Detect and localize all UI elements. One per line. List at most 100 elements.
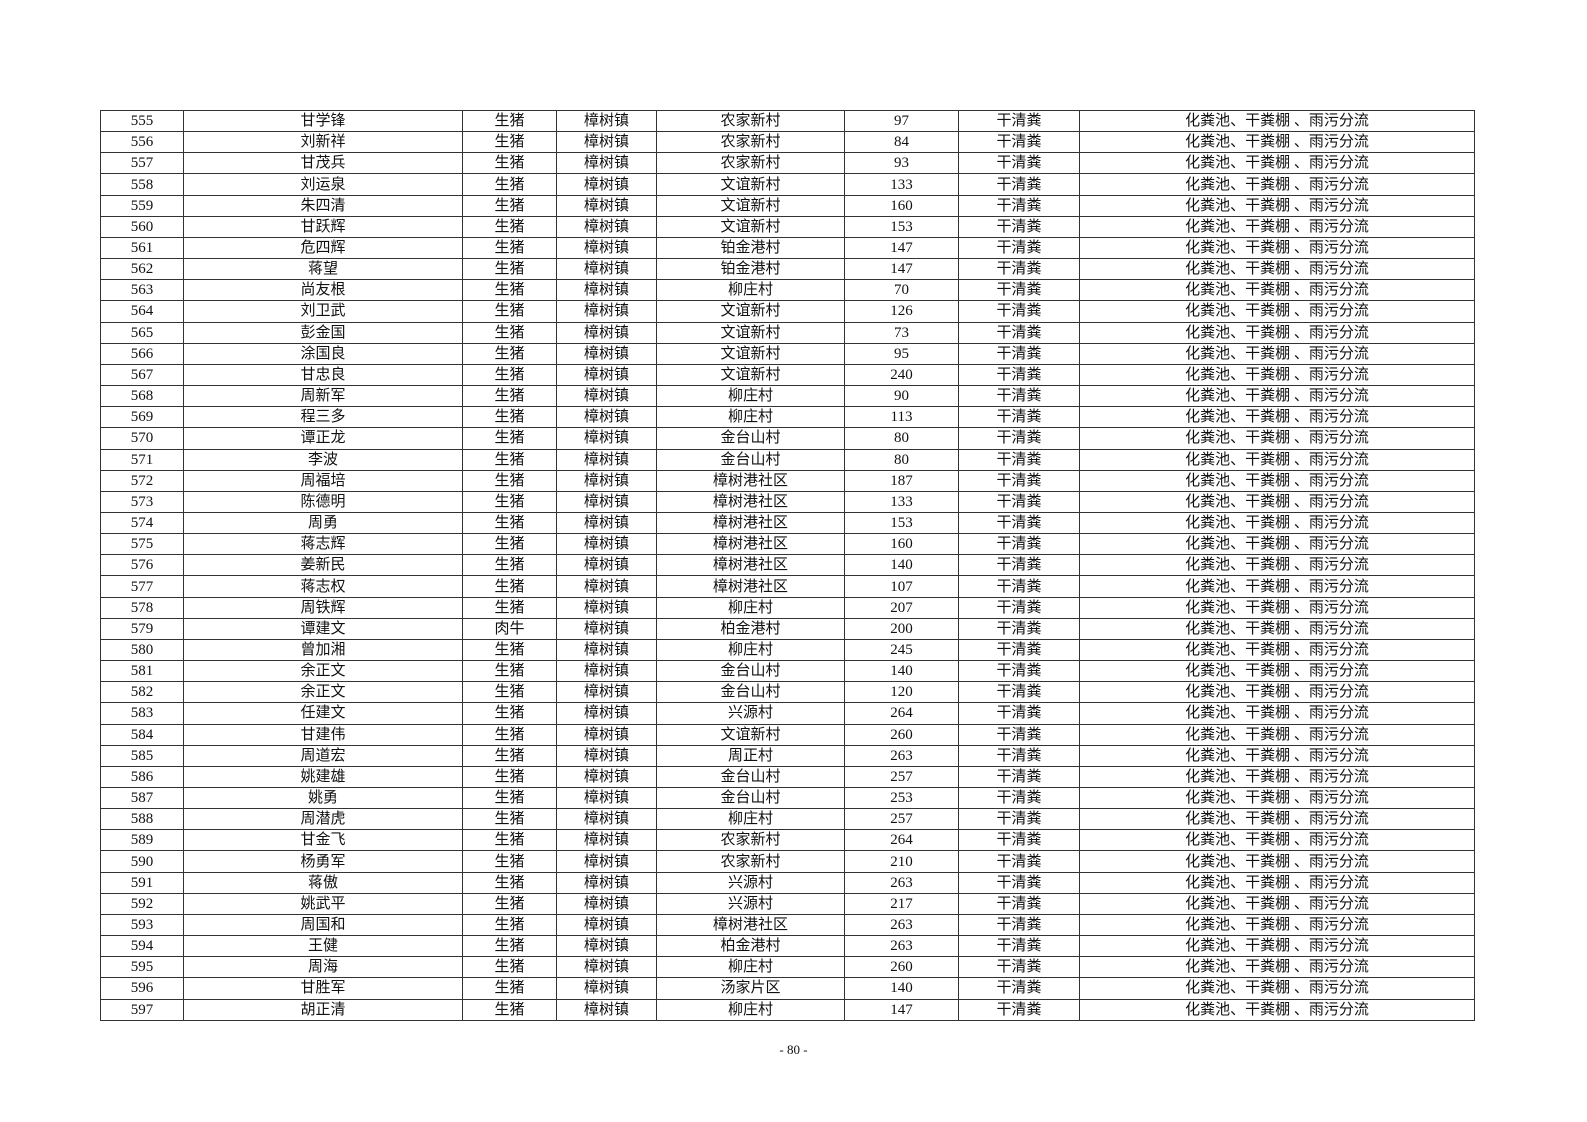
farmer-name-cell: 曾加湘 (183, 638, 463, 662)
table-row: 575 蒋志辉 生猪 樟树镇 樟树港社区 160 干清粪 化粪池、干粪棚 、雨污分流 (100, 533, 1475, 556)
row-number-cell: 571 (100, 448, 184, 471)
treatment-facilities-cell: 化粪池、干粪棚 、雨污分流 (1079, 511, 1475, 535)
head-count-cell: 245 (844, 638, 959, 662)
table-row: 583 任建文 生猪 樟树镇 兴源村 264 干清粪 化粪池、干粪棚 、雨污分流 (100, 702, 1475, 725)
manure-method-cell: 干清粪 (958, 533, 1080, 556)
row-number-cell: 594 (100, 935, 184, 958)
livestock-type-cell: 生猪 (462, 342, 557, 365)
table-row: 560 甘跃辉 生猪 樟树镇 文谊新村 153 干清粪 化粪池、干粪棚 、雨污分流 (100, 215, 1475, 238)
head-count-cell: 264 (844, 829, 959, 852)
table-row: 594 王健 生猪 樟树镇 柏金港村 263 干清粪 化粪池、干粪棚 、雨污分流 (100, 935, 1475, 958)
village-cell: 樟树港社区 (656, 913, 845, 937)
head-count-cell: 260 (844, 956, 959, 979)
town-cell: 樟树镇 (556, 342, 657, 365)
table-row: 570 谭正龙 生猪 樟树镇 金台山村 80 干清粪 化粪池、干粪棚 、雨污分流 (100, 427, 1475, 450)
livestock-type-cell: 生猪 (462, 385, 557, 408)
village-cell: 樟树港社区 (656, 469, 845, 492)
treatment-facilities-cell: 化粪池、干粪棚 、雨污分流 (1079, 215, 1475, 238)
livestock-type-cell: 生猪 (462, 448, 557, 471)
row-number-cell: 582 (100, 681, 184, 704)
town-cell: 樟树镇 (556, 363, 657, 387)
farmer-name-cell: 李波 (183, 448, 463, 471)
manure-method-cell: 干清粪 (958, 808, 1080, 831)
row-number-cell: 595 (100, 956, 184, 979)
table-row: 586 姚建雄 生猪 樟树镇 金台山村 257 干清粪 化粪池、干粪棚 、雨污分流 (100, 765, 1475, 789)
livestock-type-cell: 生猪 (462, 236, 557, 260)
livestock-type-cell: 生猪 (462, 215, 557, 238)
livestock-type-cell: 生猪 (462, 808, 557, 831)
town-cell: 樟树镇 (556, 215, 657, 238)
farmer-name-cell: 姜新民 (183, 554, 463, 577)
town-cell: 樟树镇 (556, 448, 657, 471)
manure-method-cell: 干清粪 (958, 131, 1080, 154)
town-cell: 樟树镇 (556, 511, 657, 535)
livestock-type-cell: 生猪 (462, 702, 557, 725)
table-row: 565 彭金国 生猪 樟树镇 文谊新村 73 干清粪 化粪池、干粪棚 、雨污分流 (100, 321, 1475, 344)
farmer-name-cell: 刘卫武 (183, 300, 463, 323)
town-cell: 樟树镇 (556, 596, 657, 619)
manure-method-cell: 干清粪 (958, 490, 1080, 513)
manure-method-cell: 干清粪 (958, 511, 1080, 535)
table-row: 573 陈德明 生猪 樟树镇 樟树港社区 133 干清粪 化粪池、干粪棚 、雨污分流 (100, 490, 1475, 513)
manure-method-cell: 干清粪 (958, 744, 1080, 767)
village-cell: 柏金港村 (656, 935, 845, 958)
manure-method-cell: 干清粪 (958, 638, 1080, 662)
treatment-facilities-cell: 化粪池、干粪棚 、雨污分流 (1079, 871, 1475, 894)
row-number-cell: 560 (100, 215, 184, 238)
livestock-type-cell: 生猪 (462, 681, 557, 704)
town-cell: 樟树镇 (556, 956, 657, 979)
manure-method-cell: 干清粪 (958, 871, 1080, 894)
village-cell: 金台山村 (656, 448, 845, 471)
head-count-cell: 217 (844, 892, 959, 915)
treatment-facilities-cell: 化粪池、干粪棚 、雨污分流 (1079, 744, 1475, 767)
village-cell: 金台山村 (656, 660, 845, 683)
treatment-facilities-cell: 化粪池、干粪棚 、雨污分流 (1079, 173, 1475, 196)
row-number-cell: 570 (100, 427, 184, 450)
livestock-type-cell: 生猪 (462, 638, 557, 662)
row-number-cell: 561 (100, 236, 184, 260)
farmer-name-cell: 余正文 (183, 681, 463, 704)
row-number-cell: 559 (100, 194, 184, 217)
manure-method-cell: 干清粪 (958, 829, 1080, 852)
row-number-cell: 579 (100, 617, 184, 640)
farmer-name-cell: 杨勇军 (183, 850, 463, 873)
town-cell: 樟树镇 (556, 490, 657, 513)
manure-method-cell: 干清粪 (958, 363, 1080, 387)
town-cell: 樟树镇 (556, 660, 657, 683)
town-cell: 樟树镇 (556, 681, 657, 704)
livestock-type-cell: 生猪 (462, 533, 557, 556)
village-cell: 文谊新村 (656, 342, 845, 365)
table-row: 591 蒋傲 生猪 樟树镇 兴源村 263 干清粪 化粪池、干粪棚 、雨污分流 (100, 871, 1475, 894)
town-cell: 樟树镇 (556, 786, 657, 810)
table-row: 578 周铁辉 生猪 樟树镇 柳庄村 207 干清粪 化粪池、干粪棚 、雨污分流 (100, 596, 1475, 619)
town-cell: 樟树镇 (556, 744, 657, 767)
treatment-facilities-cell: 化粪池、干粪棚 、雨污分流 (1079, 152, 1475, 175)
table-row: 568 周新军 生猪 樟树镇 柳庄村 90 干清粪 化粪池、干粪棚 、雨污分流 (100, 385, 1475, 408)
farmer-name-cell: 谭建文 (183, 617, 463, 640)
farmer-name-cell: 刘运泉 (183, 173, 463, 196)
row-number-cell: 596 (100, 977, 184, 1000)
treatment-facilities-cell: 化粪池、干粪棚 、雨污分流 (1079, 913, 1475, 937)
row-number-cell: 568 (100, 385, 184, 408)
treatment-facilities-cell: 化粪池、干粪棚 、雨污分流 (1079, 850, 1475, 873)
livestock-type-cell: 生猪 (462, 575, 557, 598)
table-row: 596 甘胜军 生猪 樟树镇 汤家片区 140 干清粪 化粪池、干粪棚 、雨污分流 (100, 977, 1475, 1000)
town-cell: 樟树镇 (556, 279, 657, 302)
manure-method-cell: 干清粪 (958, 215, 1080, 238)
treatment-facilities-cell: 化粪池、干粪棚 、雨污分流 (1079, 723, 1475, 746)
livestock-type-cell: 生猪 (462, 935, 557, 958)
town-cell: 樟树镇 (556, 913, 657, 937)
row-number-cell: 569 (100, 406, 184, 429)
farmer-name-cell: 周国和 (183, 913, 463, 937)
table-row: 589 甘金飞 生猪 樟树镇 农家新村 264 干清粪 化粪池、干粪棚 、雨污分流 (100, 829, 1475, 852)
livestock-type-cell: 生猪 (462, 279, 557, 302)
treatment-facilities-cell: 化粪池、干粪棚 、雨污分流 (1079, 342, 1475, 365)
farmer-name-cell: 周海 (183, 956, 463, 979)
treatment-facilities-cell: 化粪池、干粪棚 、雨污分流 (1079, 469, 1475, 492)
row-number-cell: 586 (100, 765, 184, 789)
head-count-cell: 147 (844, 998, 959, 1021)
table-row: 597 胡正清 生猪 樟树镇 柳庄村 147 干清粪 化粪池、干粪棚 、雨污分流 (100, 998, 1475, 1021)
village-cell: 樟树港社区 (656, 554, 845, 577)
treatment-facilities-cell: 化粪池、干粪棚 、雨污分流 (1079, 681, 1475, 704)
manure-method-cell: 干清粪 (958, 575, 1080, 598)
